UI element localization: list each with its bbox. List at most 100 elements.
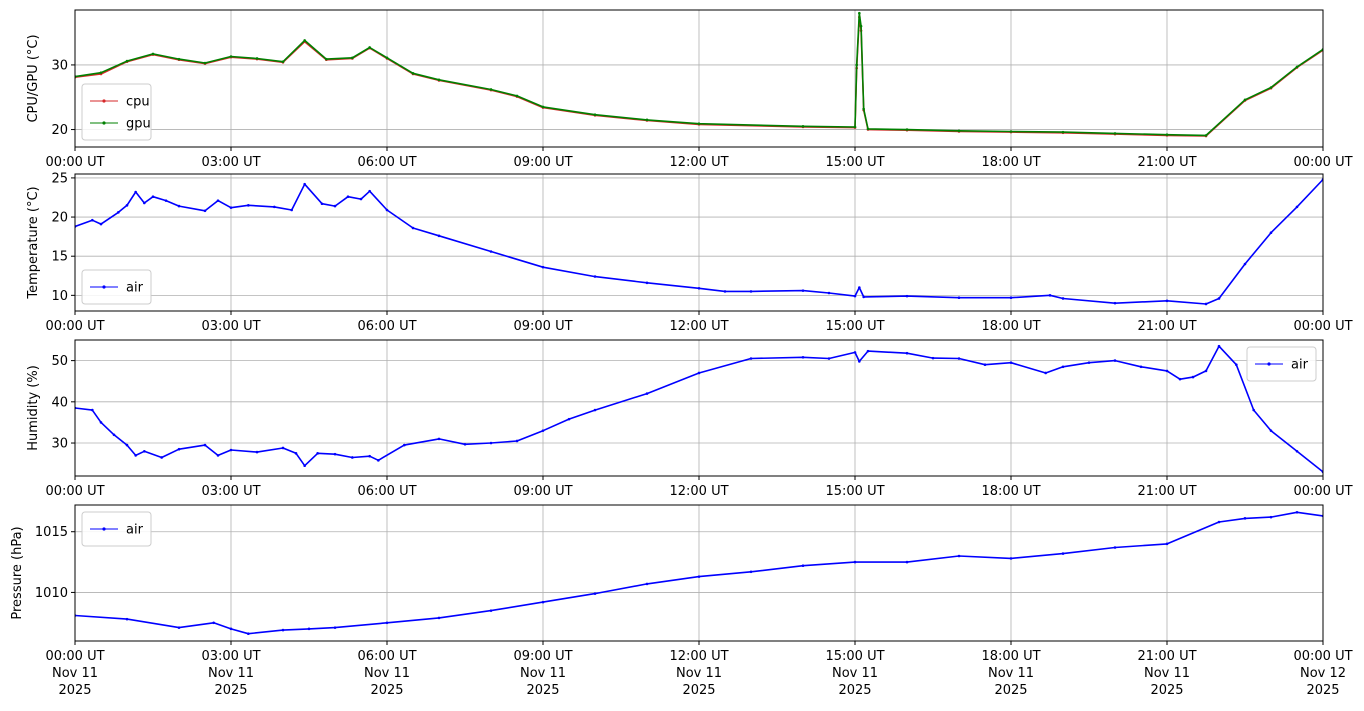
data-point xyxy=(368,189,371,193)
data-point xyxy=(143,201,146,205)
x-tick-label: 00:00 UT xyxy=(1293,319,1352,334)
data-point xyxy=(866,349,870,353)
legend-marker xyxy=(102,121,106,125)
data-point xyxy=(1217,520,1221,524)
x-tick-year: 2025 xyxy=(682,683,715,698)
data-point xyxy=(645,582,649,586)
x-tick-label: 00:00 UT xyxy=(45,484,104,499)
data-point xyxy=(229,55,233,58)
data-point xyxy=(1061,365,1065,369)
y-tick-label: 30 xyxy=(51,437,68,452)
x-tick-date: Nov 11 xyxy=(364,666,410,681)
y-axis-label: CPU/GPU (°C) xyxy=(26,34,41,122)
x-tick-date: Nov 11 xyxy=(52,666,98,681)
data-point xyxy=(229,448,233,452)
data-point xyxy=(957,296,961,299)
legend: air xyxy=(81,511,152,547)
data-point xyxy=(1217,344,1221,348)
data-point xyxy=(294,452,298,455)
data-point xyxy=(1113,546,1117,549)
data-point xyxy=(255,450,259,454)
data-point xyxy=(489,88,493,91)
x-tick-year: 2025 xyxy=(1306,683,1339,698)
legend-marker xyxy=(1267,362,1271,366)
data-point xyxy=(1204,134,1208,137)
data-point xyxy=(1009,557,1013,560)
data-point xyxy=(853,125,857,129)
x-tick-label: 18:00 UT xyxy=(981,155,1040,170)
x-tick-label: 12:00 UT xyxy=(669,319,728,334)
data-point xyxy=(1165,542,1169,546)
x-tick-label: 12:00 UT xyxy=(669,155,728,170)
data-point xyxy=(255,57,259,60)
data-point xyxy=(385,208,389,212)
y-tick-label: 30 xyxy=(51,58,68,73)
data-point xyxy=(489,250,493,253)
data-point xyxy=(212,621,215,625)
data-point xyxy=(1061,130,1065,134)
y-tick-label: 25 xyxy=(51,171,68,186)
data-point xyxy=(489,441,493,445)
data-point xyxy=(281,628,285,632)
data-point xyxy=(749,570,753,574)
x-tick-label: 03:00 UT xyxy=(201,484,260,499)
data-point xyxy=(316,452,319,455)
x-tick-label: 15:00 UT xyxy=(825,484,884,499)
data-point xyxy=(216,454,220,457)
x-tick-label: 18:00 UT xyxy=(981,649,1040,664)
data-point xyxy=(91,218,94,222)
data-point xyxy=(957,129,961,133)
data-point xyxy=(303,182,306,186)
legend-marker xyxy=(102,285,106,289)
data-point xyxy=(216,199,220,202)
data-point xyxy=(1113,301,1117,305)
data-point xyxy=(827,357,831,360)
series-line-gpu xyxy=(75,12,1323,137)
data-point xyxy=(333,452,337,456)
data-point xyxy=(281,60,285,63)
data-point xyxy=(1235,363,1238,367)
data-point xyxy=(827,291,831,295)
data-point xyxy=(437,78,441,82)
data-point xyxy=(749,290,753,293)
data-point xyxy=(177,447,181,451)
chart-panel-1: 20 30 00:00 UT 03:00 UT 06:00 UT 09:00 UT 12:0… xyxy=(26,9,1353,170)
data-point xyxy=(858,360,861,363)
x-tick-label: 00:00 UT xyxy=(45,319,104,334)
x-tick-year: 2025 xyxy=(214,683,247,698)
data-point xyxy=(541,429,545,432)
y-tick-label: 15 xyxy=(51,250,68,265)
data-point xyxy=(593,275,597,278)
data-point xyxy=(801,564,805,568)
y-tick-label: 20 xyxy=(51,211,68,226)
data-point xyxy=(1295,510,1299,514)
data-point xyxy=(1252,408,1255,412)
data-point xyxy=(1295,205,1299,209)
data-point xyxy=(1165,369,1169,373)
legend-label: air xyxy=(1291,358,1309,373)
data-point xyxy=(368,454,371,458)
data-point xyxy=(333,626,337,629)
data-point xyxy=(697,575,701,578)
data-point xyxy=(290,208,293,212)
series-line-air xyxy=(75,178,1323,305)
x-tick-label: 09:00 UT xyxy=(513,319,572,334)
data-point xyxy=(437,616,441,620)
data-point xyxy=(1048,294,1052,297)
data-point xyxy=(853,351,857,354)
data-point xyxy=(515,439,519,443)
x-tick-label: 00:00 UT xyxy=(1293,484,1352,499)
data-point xyxy=(855,63,859,67)
data-point xyxy=(463,442,467,446)
data-point xyxy=(905,560,909,564)
data-point xyxy=(273,205,276,209)
data-point xyxy=(1295,449,1299,453)
data-point xyxy=(281,446,285,450)
data-point xyxy=(983,363,987,367)
data-point xyxy=(125,59,129,63)
x-tick-label: 03:00 UT xyxy=(201,649,260,664)
data-point xyxy=(697,286,701,290)
y-axis-label: Pressure (hPa) xyxy=(10,526,25,619)
